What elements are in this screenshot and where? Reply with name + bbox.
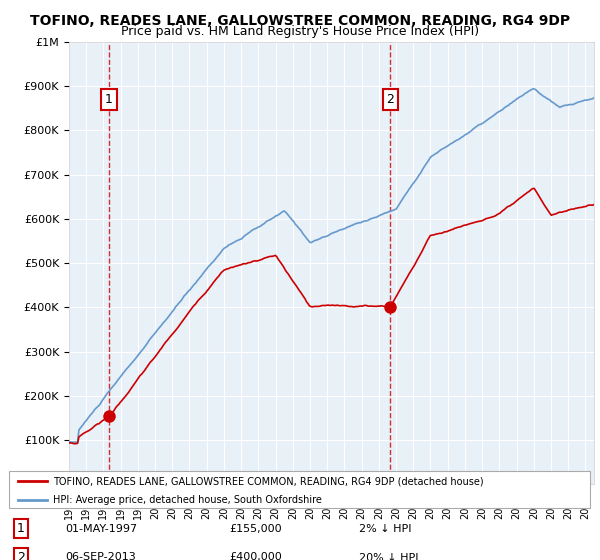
Text: 1: 1 (17, 522, 25, 535)
Text: 1: 1 (105, 93, 113, 106)
Text: 20% ↓ HPI: 20% ↓ HPI (359, 553, 418, 560)
Text: 2: 2 (386, 93, 394, 106)
FancyBboxPatch shape (9, 471, 590, 508)
Text: 01-MAY-1997: 01-MAY-1997 (65, 524, 137, 534)
Text: £400,000: £400,000 (229, 553, 282, 560)
Text: Price paid vs. HM Land Registry's House Price Index (HPI): Price paid vs. HM Land Registry's House … (121, 25, 479, 38)
Text: £155,000: £155,000 (229, 524, 282, 534)
Text: 2% ↓ HPI: 2% ↓ HPI (359, 524, 412, 534)
Text: 06-SEP-2013: 06-SEP-2013 (65, 553, 136, 560)
Text: TOFINO, READES LANE, GALLOWSTREE COMMON, READING, RG4 9DP: TOFINO, READES LANE, GALLOWSTREE COMMON,… (30, 14, 570, 28)
Text: HPI: Average price, detached house, South Oxfordshire: HPI: Average price, detached house, Sout… (53, 495, 322, 505)
Text: TOFINO, READES LANE, GALLOWSTREE COMMON, READING, RG4 9DP (detached house): TOFINO, READES LANE, GALLOWSTREE COMMON,… (53, 476, 484, 486)
Text: 2: 2 (17, 551, 25, 560)
